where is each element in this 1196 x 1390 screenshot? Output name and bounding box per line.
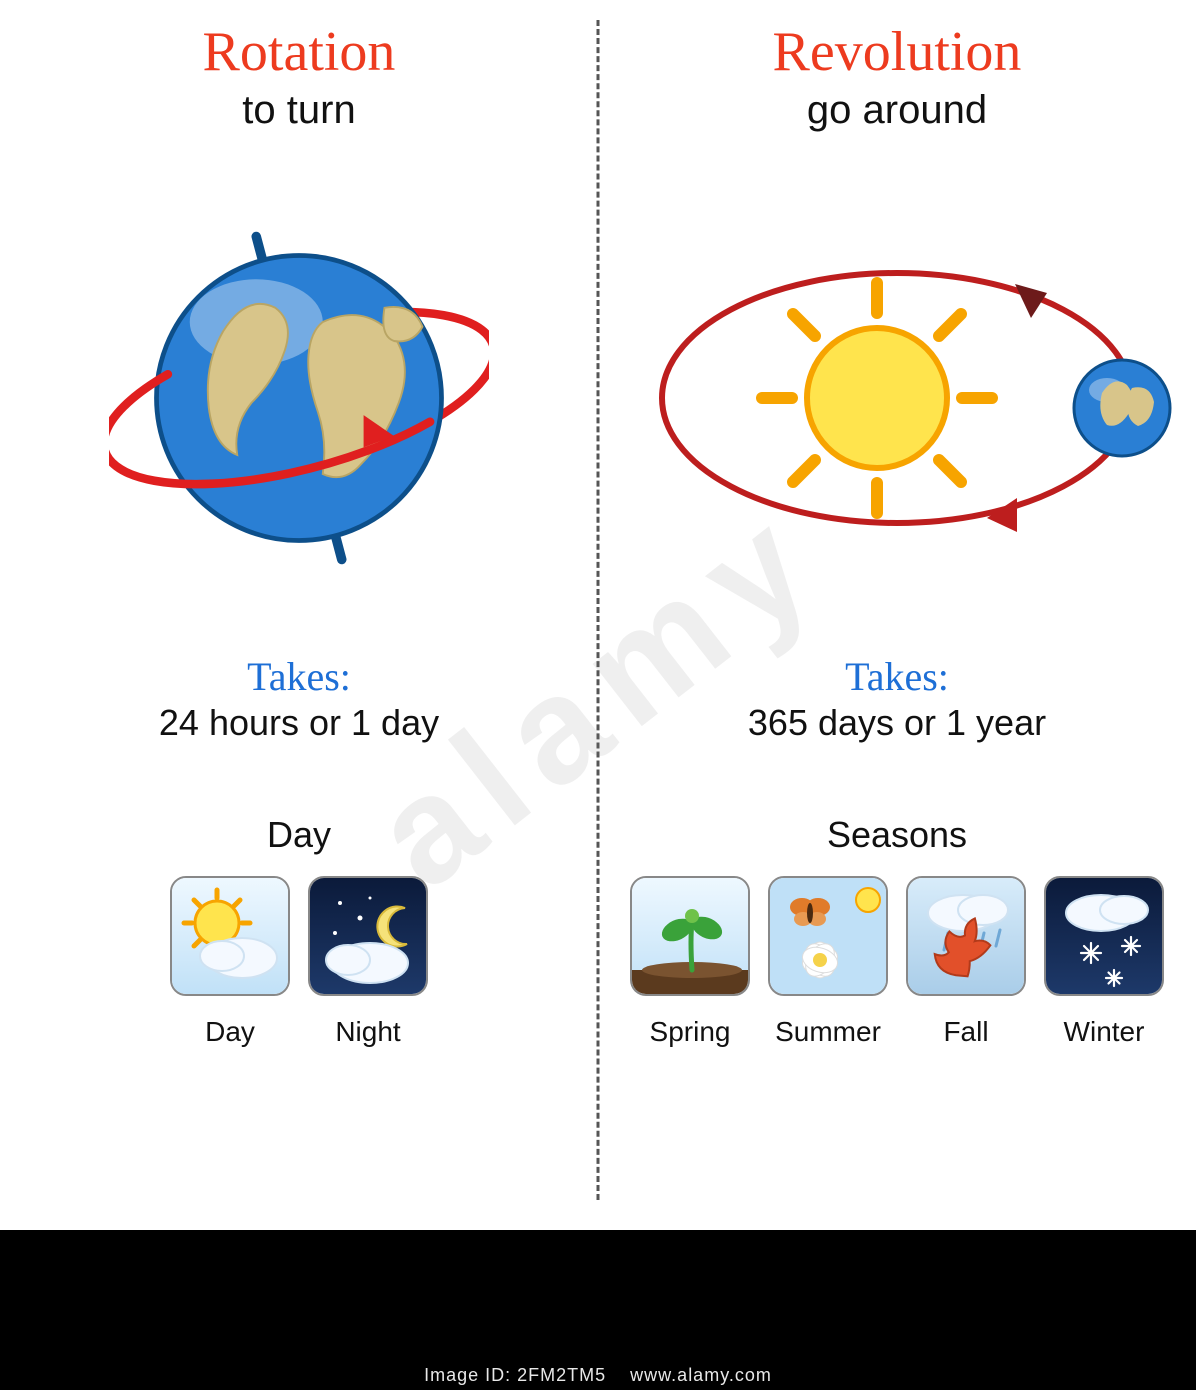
rotation-takes-value: 24 hours or 1 day bbox=[159, 702, 439, 744]
day-night-tiles: Day bbox=[170, 876, 428, 1048]
summer-icon bbox=[768, 876, 888, 996]
tile-spring-label: Spring bbox=[650, 1016, 731, 1048]
tile-night: Night bbox=[308, 876, 428, 1048]
rotation-title: Rotation bbox=[203, 20, 396, 84]
revolution-subtitle: go around bbox=[807, 88, 987, 133]
tile-fall-label: Fall bbox=[943, 1016, 988, 1048]
tile-summer-label: Summer bbox=[775, 1016, 881, 1048]
tile-spring: Spring bbox=[630, 876, 750, 1048]
revolution-illustration bbox=[608, 173, 1186, 623]
spring-icon bbox=[630, 876, 750, 996]
winter-icon bbox=[1044, 876, 1164, 996]
day-icon bbox=[170, 876, 290, 996]
revolution-takes-value: 365 days or 1 year bbox=[748, 702, 1046, 744]
rotation-result-label: Day bbox=[267, 814, 331, 856]
fall-icon bbox=[906, 876, 1026, 996]
vertical-divider bbox=[597, 20, 600, 1200]
rotation-panel: Rotation to turn Takes bbox=[0, 0, 598, 1230]
sun-orbit-svg bbox=[617, 198, 1177, 598]
rotation-subtitle: to turn bbox=[242, 88, 355, 133]
tile-summer: Summer bbox=[768, 876, 888, 1048]
revolution-panel: Revolution go around bbox=[598, 0, 1196, 1230]
rotation-takes-label: Takes: bbox=[247, 653, 351, 700]
tile-winter: Winter bbox=[1044, 876, 1164, 1048]
earth-rotation-svg bbox=[109, 208, 489, 588]
diagram-container: Rotation to turn Takes bbox=[0, 0, 1196, 1230]
revolution-result-label: Seasons bbox=[827, 814, 967, 856]
rotation-illustration bbox=[10, 173, 588, 623]
watermark-footer: Image ID: 2FM2TM5 www.alamy.com bbox=[0, 1365, 1196, 1386]
night-icon bbox=[308, 876, 428, 996]
tile-winter-label: Winter bbox=[1064, 1016, 1145, 1048]
revolution-takes-label: Takes: bbox=[845, 653, 949, 700]
tile-night-label: Night bbox=[335, 1016, 400, 1048]
seasons-tiles: Spring bbox=[630, 876, 1164, 1048]
watermark-id: Image ID: 2FM2TM5 bbox=[424, 1365, 606, 1385]
tile-day: Day bbox=[170, 876, 290, 1048]
tile-day-label: Day bbox=[205, 1016, 255, 1048]
revolution-title: Revolution bbox=[773, 20, 1022, 84]
watermark-url: www.alamy.com bbox=[630, 1365, 772, 1385]
tile-fall: Fall bbox=[906, 876, 1026, 1048]
